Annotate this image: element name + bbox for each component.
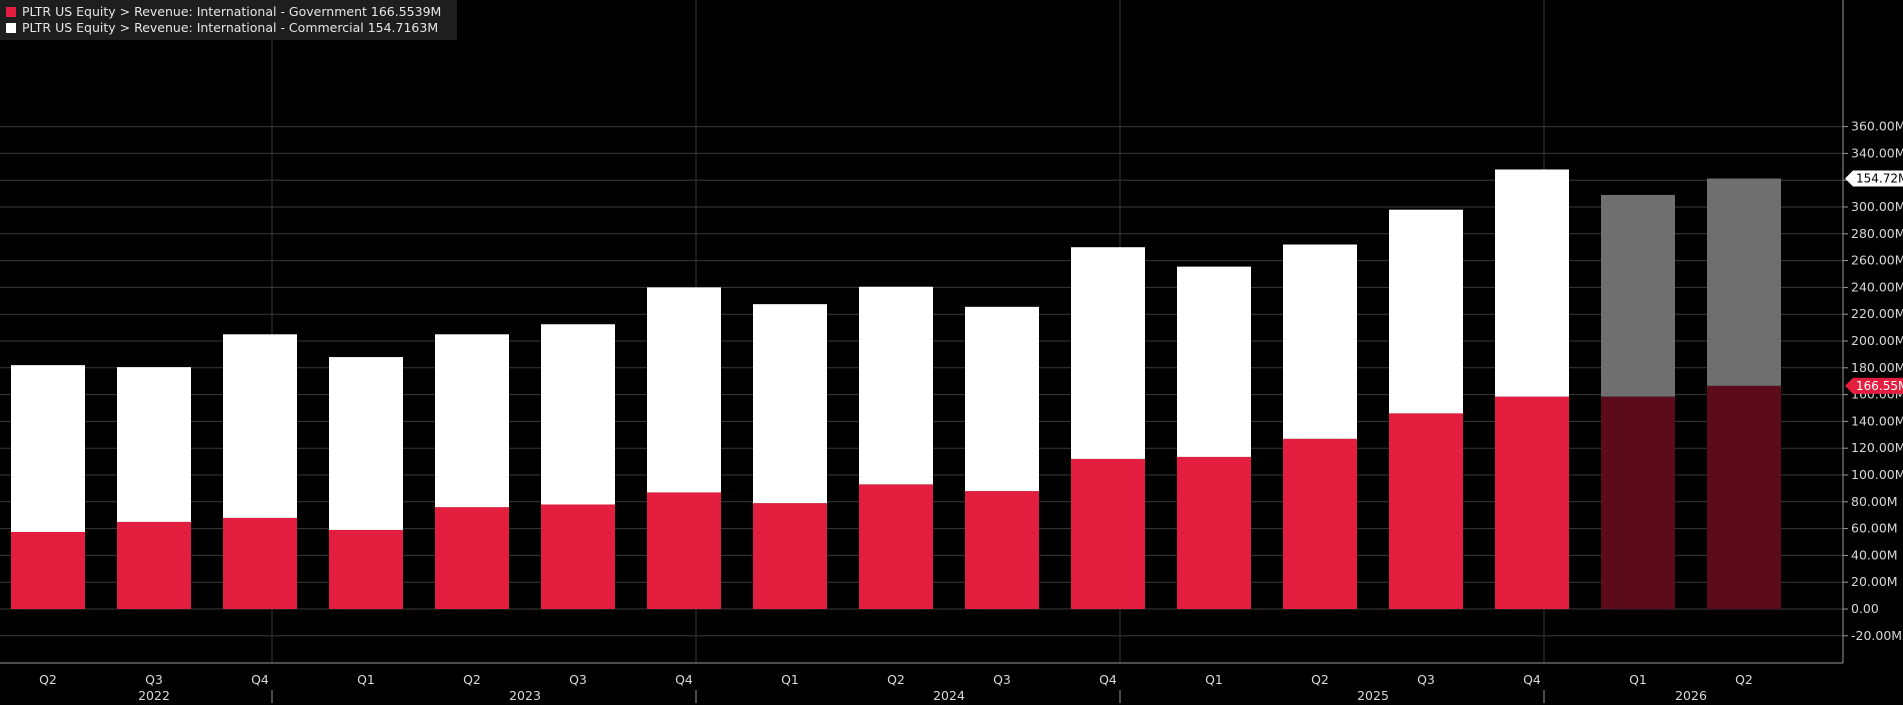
x-tick-label: Q2 — [39, 672, 57, 687]
y-tick-label: 40.00M — [1851, 547, 1898, 562]
y-tick-label: 140.00M — [1851, 413, 1903, 428]
bar-commercial — [965, 306, 1039, 492]
y-tick-label: 100.00M — [1851, 467, 1903, 482]
last-value-tag — [1845, 170, 1903, 187]
legend-label-government: PLTR US Equity > Revenue: International … — [22, 4, 367, 19]
legend-swatch-government — [6, 7, 16, 17]
x-tick-label: Q1 — [781, 672, 799, 687]
x-tick-label: Q4 — [1099, 672, 1117, 687]
y-tick-label: 180.00M — [1851, 360, 1903, 375]
bar-government — [753, 503, 827, 609]
x-tick-label: Q1 — [1205, 672, 1223, 687]
bar-government — [965, 491, 1039, 609]
last-value-tag-label: 154.72M — [1856, 171, 1903, 185]
x-tick-label: Q1 — [1629, 672, 1647, 687]
bar-government — [1601, 396, 1675, 609]
x-tick-label: Q2 — [463, 672, 481, 687]
bar-government — [329, 529, 403, 609]
bar-government — [647, 492, 721, 609]
x-tick-label: Q4 — [1523, 672, 1541, 687]
x-tick-label: Q2 — [1311, 672, 1329, 687]
y-tick-label: 340.00M — [1851, 145, 1903, 160]
bar-commercial — [859, 286, 933, 485]
x-tick-label: Q2 — [1735, 672, 1753, 687]
legend-entry-government[interactable]: PLTR US Equity > Revenue: International … — [6, 4, 441, 20]
x-tick-label: Q1 — [357, 672, 375, 687]
bar-government — [1707, 385, 1781, 609]
bar-commercial — [117, 367, 191, 522]
bar-commercial — [435, 334, 509, 508]
x-tick-label: Q3 — [569, 672, 587, 687]
x-year-label: 2025 — [1357, 688, 1389, 703]
y-tick-label: 220.00M — [1851, 306, 1903, 321]
last-value-tag-label: 166.55M — [1856, 379, 1903, 393]
bar-commercial — [1707, 178, 1781, 386]
x-tick-label: Q3 — [1417, 672, 1435, 687]
bar-commercial — [1283, 244, 1357, 439]
y-tick-label: 60.00M — [1851, 521, 1898, 536]
y-tick-label: 20.00M — [1851, 574, 1898, 589]
bar-government — [1071, 458, 1145, 609]
legend-entry-commercial[interactable]: PLTR US Equity > Revenue: International … — [6, 20, 441, 36]
x-tick-label: Q3 — [145, 672, 163, 687]
bar-government — [11, 531, 85, 609]
bar-commercial — [223, 334, 297, 518]
x-year-label: 2023 — [509, 688, 541, 703]
bar-government — [1177, 456, 1251, 609]
y-tick-label: 0.00 — [1851, 601, 1879, 616]
y-tick-label: 120.00M — [1851, 440, 1903, 455]
bar-government — [541, 504, 615, 609]
x-year-label: 2022 — [138, 688, 170, 703]
x-tick-label: Q3 — [993, 672, 1011, 687]
y-tick-label: 200.00M — [1851, 333, 1903, 348]
legend-swatch-commercial — [6, 23, 16, 33]
bar-government — [223, 517, 297, 609]
legend: PLTR US Equity > Revenue: International … — [0, 0, 458, 40]
y-tick-label: 300.00M — [1851, 199, 1903, 214]
bar-government — [117, 521, 191, 609]
bar-government — [435, 507, 509, 609]
bar-government — [1389, 413, 1463, 609]
bar-commercial — [1177, 266, 1251, 457]
x-tick-label: Q4 — [675, 672, 693, 687]
last-value-tag — [1845, 377, 1903, 394]
y-tick-label: 240.00M — [1851, 279, 1903, 294]
bar-commercial — [329, 357, 403, 530]
legend-value-government: 166.5539M — [370, 4, 442, 19]
x-tick-label: Q4 — [251, 672, 269, 687]
bar-commercial — [1389, 209, 1463, 414]
legend-value-commercial: 154.7163M — [367, 20, 439, 35]
bar-commercial — [541, 324, 615, 505]
bar-government — [1495, 396, 1569, 609]
x-year-label: 2026 — [1675, 688, 1707, 703]
bar-commercial — [1071, 247, 1145, 459]
y-tick-label: 360.00M — [1851, 119, 1903, 134]
bar-commercial — [11, 365, 85, 532]
y-tick-label: 280.00M — [1851, 226, 1903, 241]
bar-government — [1283, 438, 1357, 609]
bar-commercial — [1601, 194, 1675, 397]
bar-commercial — [647, 287, 721, 493]
bar-government — [859, 484, 933, 609]
y-tick-label: 80.00M — [1851, 494, 1898, 509]
x-tick-label: Q2 — [887, 672, 905, 687]
y-tick-label: -20.00M — [1851, 628, 1902, 643]
bar-commercial — [1495, 169, 1569, 397]
legend-label-commercial: PLTR US Equity > Revenue: International … — [22, 20, 364, 35]
bar-series — [11, 169, 1781, 609]
y-tick-label: 260.00M — [1851, 253, 1903, 268]
x-year-label: 2024 — [933, 688, 965, 703]
bar-commercial — [753, 304, 827, 504]
